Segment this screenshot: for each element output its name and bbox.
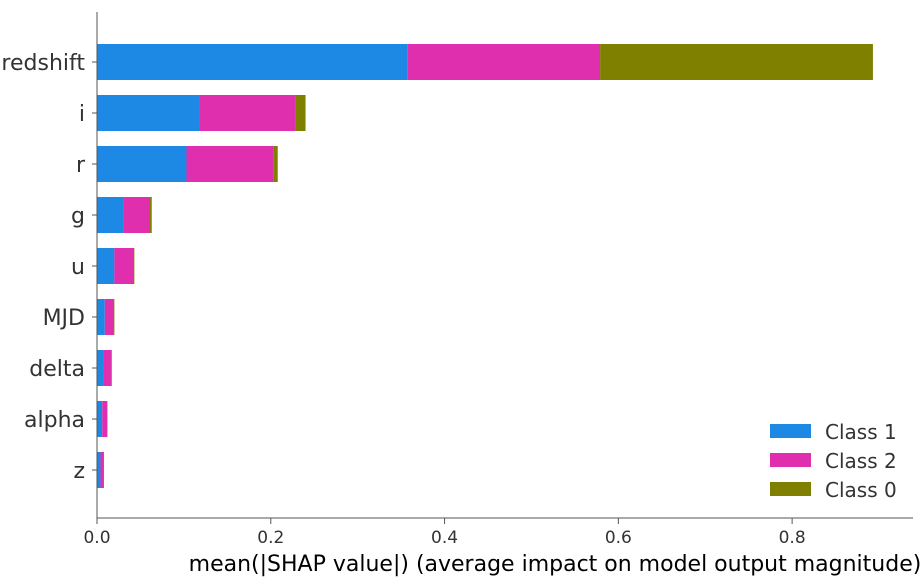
axes-layer bbox=[96, 12, 913, 519]
bar-delta-class-1 bbox=[97, 350, 104, 386]
bar-z-class-1 bbox=[97, 452, 101, 488]
x-tick-label: 0.6 bbox=[605, 528, 632, 548]
bar-i-class-1 bbox=[97, 95, 200, 131]
bar-MJD-class-1 bbox=[97, 299, 105, 335]
bar-i-class-0 bbox=[295, 95, 306, 131]
bar-z-class-2 bbox=[100, 452, 104, 488]
bar-alpha-class-1 bbox=[97, 401, 103, 437]
legend-swatch-class-1 bbox=[770, 424, 811, 438]
bar-redshift-class-2 bbox=[407, 44, 601, 80]
legend-label-class-2: Class 2 bbox=[825, 449, 897, 473]
x-tick-label: 0.4 bbox=[431, 528, 458, 548]
y-tick-label-delta: delta bbox=[29, 357, 85, 382]
y-tick-label-z: z bbox=[73, 459, 85, 484]
bar-MJD-class-2 bbox=[104, 299, 114, 335]
bar-r-class-1 bbox=[97, 146, 187, 182]
legend-label-class-0: Class 0 bbox=[825, 478, 897, 502]
bar-g-class-0 bbox=[150, 197, 152, 233]
bar-alpha-class-2 bbox=[102, 401, 108, 437]
bar-g-class-2 bbox=[123, 197, 151, 233]
y-tick-label-MJD: MJD bbox=[43, 306, 85, 331]
bar-u-class-0 bbox=[133, 248, 135, 284]
y-tick-label-u: u bbox=[71, 255, 85, 280]
x-ticks: 0.0 0.2 0.4 0.6 0.8 bbox=[83, 518, 806, 548]
y-tick-label-i: i bbox=[79, 102, 85, 127]
bar-u-class-2 bbox=[114, 248, 134, 284]
y-ticks: redshift i r g u MJD delta alpha z bbox=[1, 51, 97, 484]
bar-u-class-1 bbox=[97, 248, 115, 284]
y-tick-label-redshift: redshift bbox=[1, 51, 85, 76]
y-tick-label-r: r bbox=[76, 153, 86, 178]
x-tick-label: 0.8 bbox=[779, 528, 806, 548]
x-tick-label: 0.0 bbox=[83, 528, 110, 548]
y-tick-label-alpha: alpha bbox=[24, 408, 85, 433]
legend-swatch-class-2 bbox=[770, 453, 811, 467]
bar-g-class-1 bbox=[97, 197, 124, 233]
y-tick-label-g: g bbox=[71, 204, 85, 229]
x-tick-label: 0.2 bbox=[257, 528, 284, 548]
bar-redshift-class-1 bbox=[97, 44, 408, 80]
bar-r-class-2 bbox=[186, 146, 274, 182]
bar-redshift-class-0 bbox=[600, 44, 873, 80]
legend-label-class-1: Class 1 bbox=[825, 420, 897, 444]
legend: Class 1 Class 2 Class 0 bbox=[770, 420, 897, 502]
x-axis-title: mean(|SHAP value|) (average impact on mo… bbox=[189, 552, 922, 577]
bars-layer bbox=[97, 44, 873, 488]
bar-i-class-2 bbox=[199, 95, 296, 131]
bar-MJD-class-0 bbox=[113, 299, 115, 335]
legend-swatch-class-0 bbox=[770, 482, 811, 496]
bar-delta-class-2 bbox=[103, 350, 112, 386]
bar-r-class-0 bbox=[273, 146, 278, 182]
